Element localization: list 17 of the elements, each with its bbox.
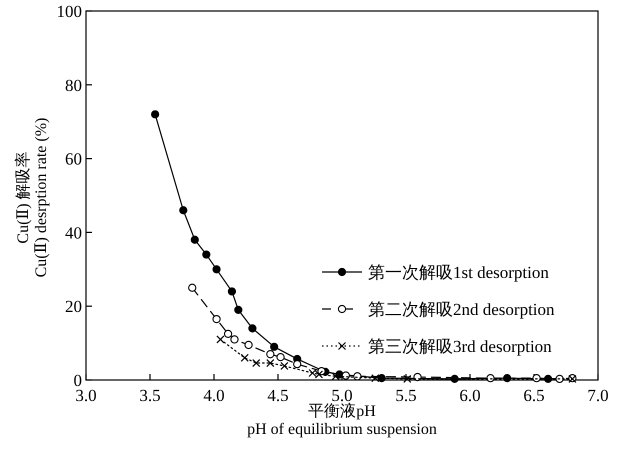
y-tick-label: 80	[65, 76, 82, 95]
y-tick-label: 40	[65, 223, 82, 242]
x-tick-label: 6.0	[459, 386, 481, 405]
legend-label: 第一次解吸1st desorption	[368, 263, 550, 282]
legend-label: 第三次解吸3rd desorption	[368, 337, 552, 356]
x-tick-label: 5.5	[395, 386, 417, 405]
y-tick-label: 20	[65, 297, 82, 316]
x-tick-label: 4.5	[267, 386, 289, 405]
x-axis-title: 平衡液pH pH of equilibrium suspension	[247, 402, 437, 438]
x-tick-label: 7.0	[587, 386, 609, 405]
x-tick-label: 3.5	[139, 386, 161, 405]
legend-label: 第二次解吸2nd desorption	[368, 300, 556, 319]
x-tick-label: 4.0	[203, 386, 225, 405]
y-tick-label: 60	[65, 150, 82, 169]
y-axis-title: Cu(Ⅱ) 解吸率 Cu(Ⅱ) desrption rate (%)	[14, 118, 50, 278]
x-tick-label: 6.5	[523, 386, 545, 405]
y-tick-label: 100	[56, 2, 82, 21]
